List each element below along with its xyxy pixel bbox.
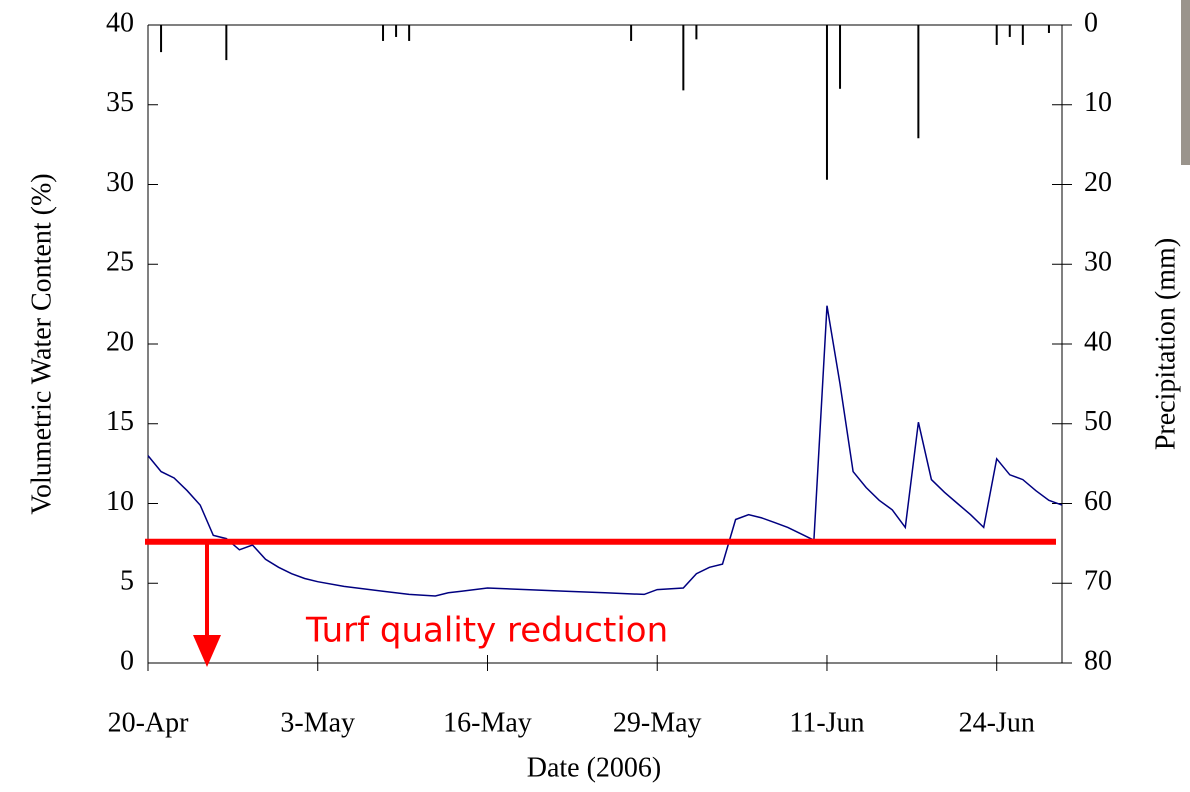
y-tick-label: 0 <box>120 645 134 676</box>
y2-axis-title: Precipitation (mm) <box>1150 238 1181 450</box>
y-tick-label: 15 <box>106 406 134 437</box>
photo-edge <box>1181 0 1190 165</box>
x-tick-label: 29-May <box>613 707 702 738</box>
y-tick-label: 10 <box>106 486 134 517</box>
y-tick-label: 25 <box>106 247 134 278</box>
y2-tick-label: 30 <box>1084 247 1112 278</box>
y2-tick-label: 10 <box>1084 87 1112 118</box>
vwc-line <box>147 305 1063 597</box>
y-tick-label: 20 <box>106 326 134 357</box>
x-axis-title: Date (2006) <box>527 752 662 783</box>
x-tick-label: 3-May <box>280 707 355 738</box>
x-tick-label: 16-May <box>443 707 532 738</box>
y2-tick-label: 0 <box>1084 7 1098 38</box>
y2-tick-label: 60 <box>1084 486 1112 517</box>
y-tick-label: 35 <box>106 87 134 118</box>
x-tick-label: 11-Jun <box>789 707 864 738</box>
y-tick-label: 30 <box>106 167 134 198</box>
arrow-head <box>193 635 221 667</box>
y2-tick-label: 80 <box>1084 645 1112 676</box>
x-tick-label: 20-Apr <box>108 707 190 738</box>
y2-tick-label: 70 <box>1084 566 1112 597</box>
y2-tick-label: 50 <box>1084 406 1112 437</box>
x-tick-label: 24-Jun <box>959 707 1035 738</box>
y-axis-title: Volumetric Water Content (%) <box>26 173 57 514</box>
annotation-text: Turf quality reduction <box>305 611 668 651</box>
y2-tick-label: 40 <box>1084 326 1112 357</box>
y2-tick-label: 20 <box>1084 167 1112 198</box>
y-tick-label: 40 <box>106 7 134 38</box>
y-tick-label: 5 <box>120 566 134 597</box>
